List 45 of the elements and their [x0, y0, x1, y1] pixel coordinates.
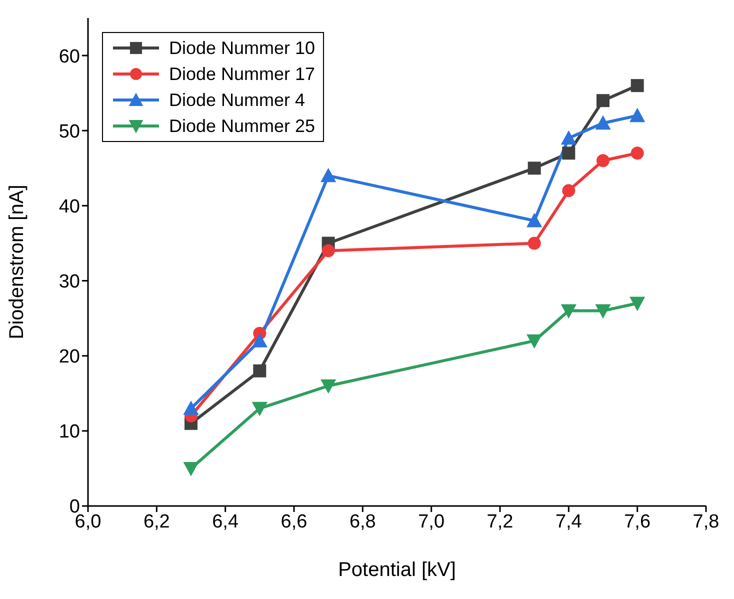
y-axis-title: Diodenstrom [nA] — [6, 184, 28, 340]
point — [595, 115, 611, 130]
point — [595, 304, 611, 319]
point — [560, 130, 576, 145]
point — [630, 296, 646, 312]
y-tick-label: 40 — [58, 196, 80, 218]
legend-label: Diode Nummer 10 — [169, 38, 316, 58]
point — [183, 462, 199, 476]
x-tick-label: 6,2 — [143, 511, 170, 532]
y-tick-label: 30 — [58, 272, 80, 293]
y-tick-label: 50 — [58, 121, 80, 142]
legend-label: Diode Nummer 17 — [169, 64, 316, 84]
point — [560, 304, 576, 319]
y-tick-label: 20 — [58, 346, 80, 368]
x-tick-label: 6,6 — [280, 511, 308, 532]
point — [562, 146, 576, 160]
x-tick-label: 7,0 — [418, 511, 445, 532]
x-tick-label: 6,8 — [349, 511, 376, 532]
point — [630, 146, 644, 160]
point — [320, 379, 336, 394]
point — [630, 79, 644, 92]
x-axis-title: Potential [kV] — [338, 559, 456, 581]
point — [596, 94, 610, 108]
y-tick-label: 10 — [58, 422, 80, 443]
point — [562, 184, 576, 198]
legend-label: Diode Nummer 4 — [169, 90, 306, 110]
point — [252, 333, 268, 348]
point — [526, 212, 542, 228]
point — [528, 236, 541, 250]
point — [526, 334, 542, 349]
point — [320, 168, 336, 182]
point — [528, 162, 541, 175]
x-tick-label: 6,4 — [212, 511, 239, 532]
legend-label: Diode Nummer 25 — [169, 116, 316, 136]
x-tick-label: 7,4 — [555, 511, 582, 532]
point — [253, 364, 266, 378]
point — [596, 154, 610, 168]
x-tick-label: 7,8 — [692, 511, 720, 532]
point — [322, 244, 335, 258]
x-tick-label: 7,2 — [486, 511, 514, 532]
x-tick-label: 7,6 — [624, 511, 651, 532]
point — [630, 108, 646, 122]
point — [183, 400, 199, 415]
y-tick-label: 60 — [58, 46, 80, 68]
point — [252, 402, 268, 416]
